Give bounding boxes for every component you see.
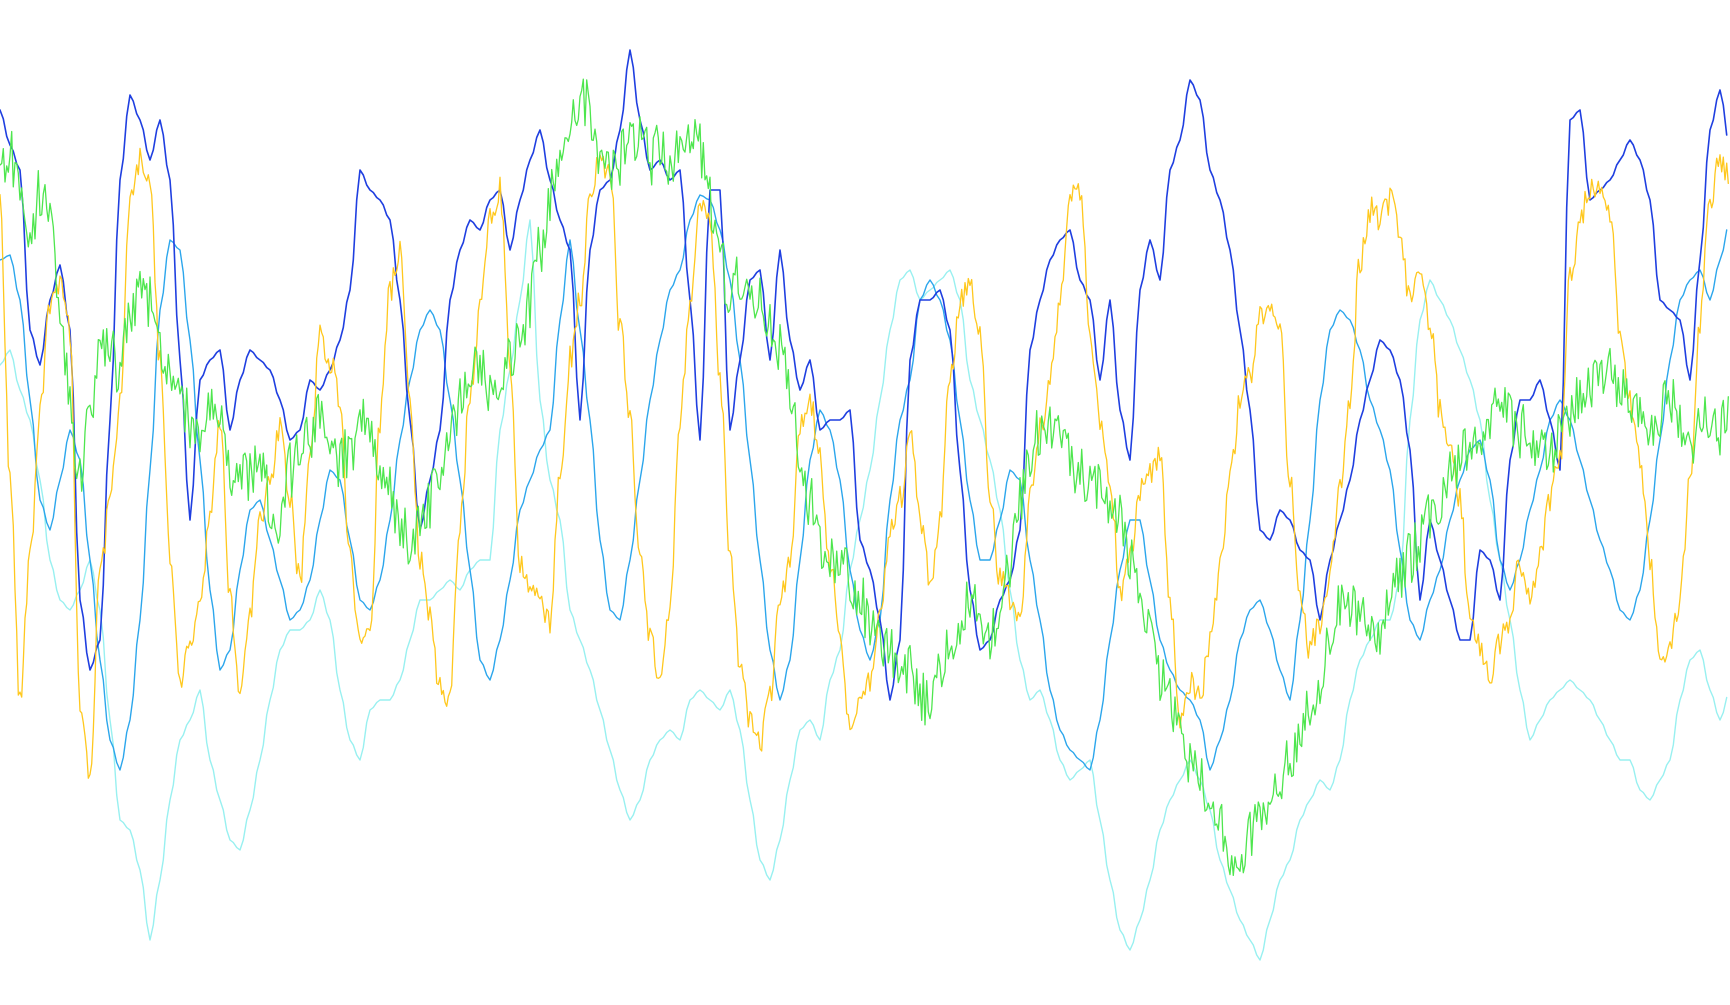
series-line-5 xyxy=(0,78,1729,877)
series-line-1 xyxy=(0,219,1728,961)
series-line-2 xyxy=(0,194,1728,771)
series-layer xyxy=(0,49,1729,961)
series-line-4 xyxy=(0,147,1729,779)
series-line-3 xyxy=(0,49,1728,701)
